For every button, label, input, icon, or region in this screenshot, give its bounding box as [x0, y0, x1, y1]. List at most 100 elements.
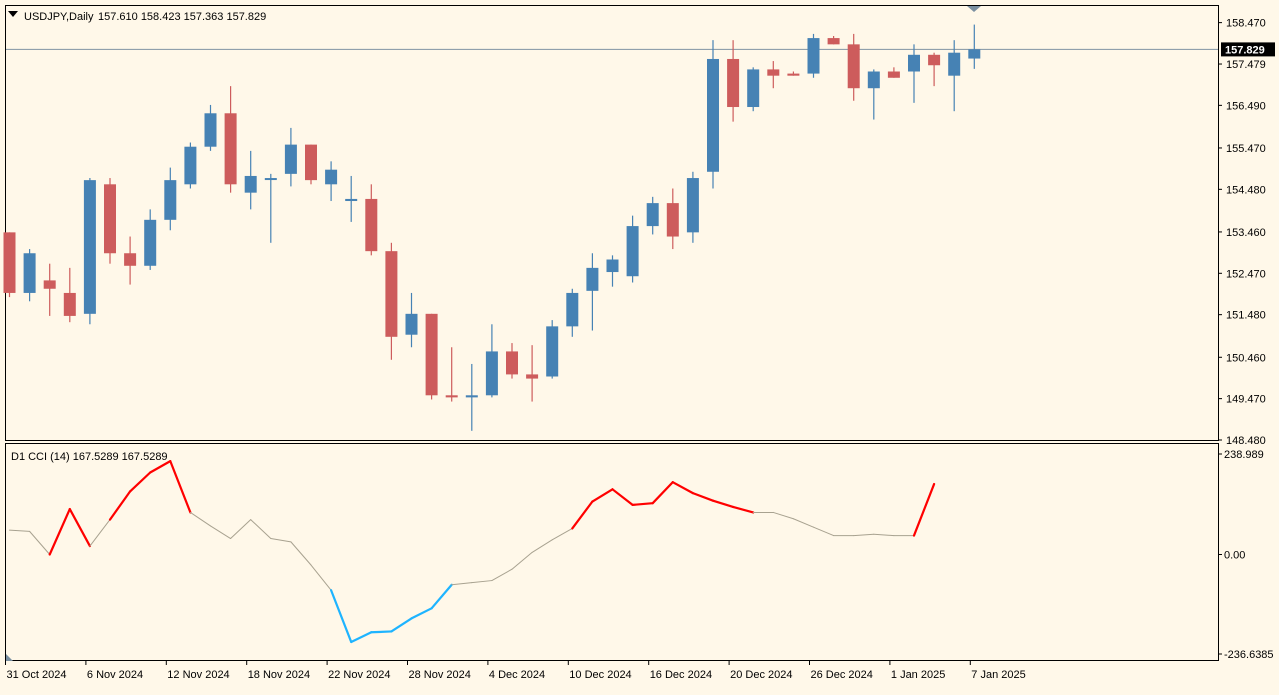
- candle: [184, 142, 197, 189]
- indicator-pane-frame: [5, 443, 1219, 661]
- candle: [686, 171, 699, 243]
- candle-body: [787, 73, 800, 76]
- time-tick-label: 16 Dec 2024: [650, 669, 712, 681]
- candle-body: [606, 259, 619, 273]
- symbol-menu-icon[interactable]: [8, 11, 18, 17]
- candle-body: [425, 313, 438, 396]
- candle-body: [586, 267, 599, 291]
- candle: [546, 320, 559, 379]
- time-tick-label: 1 Jan 2025: [891, 669, 945, 681]
- cci-segment: [48, 507, 71, 556]
- candle-body: [928, 54, 941, 66]
- candle-body: [526, 374, 539, 379]
- candle-body: [465, 395, 478, 398]
- cci-segment: [9, 529, 31, 532]
- cci-segment: [531, 539, 553, 553]
- candle: [164, 167, 177, 231]
- candle: [284, 127, 297, 187]
- cci-segment: [711, 499, 735, 509]
- time-axis: 31 Oct 2024 6 Nov 2024 12 Nov 2024 18 Nov 2…: [5, 661, 1026, 681]
- price-axis: 158.470 157.479 156.490 155.470 154.480 153.4…: [6, 18, 1266, 447]
- cci-segment: [350, 631, 373, 644]
- candle: [325, 161, 338, 202]
- candle-body: [365, 198, 378, 252]
- time-tick-label: 4 Dec 2024: [489, 669, 545, 681]
- candle: [124, 236, 137, 285]
- candle-body: [626, 226, 639, 277]
- candle: [204, 104, 217, 151]
- price-tick-label: 153.460: [1226, 227, 1266, 239]
- candle: [908, 44, 920, 103]
- indicator-label: D1 CCI (14) 167.5289 167.5289: [11, 451, 168, 463]
- candle-body: [184, 146, 197, 185]
- current-price-tag-box: [1221, 42, 1275, 57]
- candle-body: [345, 198, 358, 202]
- candle-body: [707, 58, 719, 172]
- candle: [666, 188, 679, 250]
- cci-segment: [149, 460, 172, 474]
- candle: [707, 40, 719, 189]
- candle: [606, 255, 619, 287]
- cci-segment: [89, 519, 111, 547]
- candle: [445, 347, 458, 402]
- candle-body: [3, 232, 16, 293]
- candle: [224, 86, 237, 193]
- price-tick-label: 151.480: [1226, 310, 1266, 322]
- candle: [787, 71, 800, 76]
- cci-segment: [169, 460, 192, 514]
- candle-body: [485, 351, 498, 396]
- candle-body: [727, 58, 740, 108]
- candle: [425, 313, 438, 400]
- candle: [827, 35, 840, 45]
- time-tick-label: 22 Nov 2024: [328, 669, 390, 681]
- cci-segment: [873, 533, 895, 537]
- candle: [747, 67, 760, 112]
- candle: [305, 144, 317, 185]
- candles: [3, 24, 981, 431]
- candle-body: [686, 178, 699, 233]
- cci-segment: [551, 527, 573, 541]
- candle-body: [305, 144, 317, 181]
- candle: [365, 184, 378, 256]
- cci-segment: [210, 525, 232, 540]
- ohlc-values: 157.610 158.423 157.363 157.829: [98, 11, 266, 23]
- candle: [485, 324, 498, 398]
- candle-body: [968, 49, 981, 59]
- cci-segment: [330, 589, 353, 644]
- candle-body: [23, 253, 36, 293]
- candle: [405, 292, 418, 348]
- cci-segment: [631, 502, 654, 506]
- candle: [244, 150, 257, 210]
- candle-body: [144, 219, 157, 266]
- price-pane-frame: [5, 5, 1219, 441]
- cci-segment: [310, 564, 332, 591]
- cci-segment: [792, 518, 814, 528]
- candle: [807, 33, 820, 78]
- candle-body: [948, 52, 961, 76]
- candle-body: [63, 292, 76, 316]
- cci-segment: [270, 538, 292, 543]
- time-tick-label: 26 Dec 2024: [811, 669, 873, 681]
- price-tick-label: 156.490: [1226, 100, 1266, 112]
- candle-body: [83, 180, 96, 314]
- cci-segment: [250, 519, 272, 540]
- cci-tick-label: 238.989: [1224, 449, 1264, 461]
- cci-segment: [853, 533, 875, 537]
- cci-segment: [370, 630, 393, 634]
- candle: [345, 175, 358, 222]
- price-tick-label: 155.470: [1226, 143, 1266, 155]
- cci-segment: [68, 507, 92, 548]
- cci-segment: [451, 582, 473, 586]
- candle: [928, 52, 941, 87]
- price-tick-label: 152.470: [1226, 268, 1266, 280]
- candle-body: [224, 113, 237, 185]
- candle: [586, 253, 599, 331]
- cci-segment: [471, 580, 493, 584]
- chart-shift-marker-icon[interactable]: [967, 6, 981, 12]
- scroll-corner-icon: [6, 654, 13, 661]
- candle: [104, 178, 116, 264]
- price-tick-label: 148.480: [1226, 435, 1266, 447]
